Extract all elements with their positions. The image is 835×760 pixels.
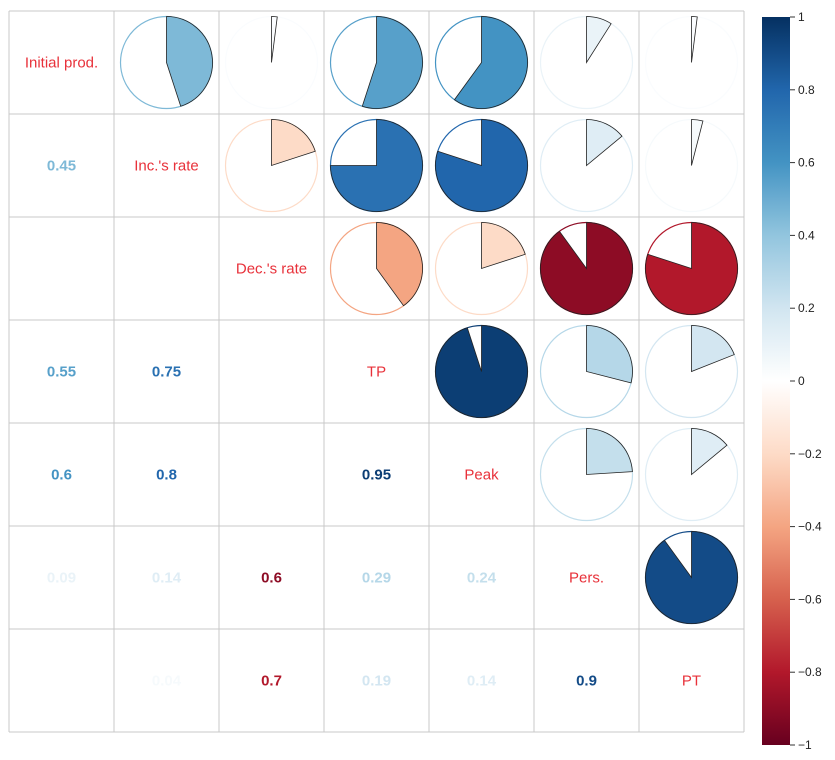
pie-slice (691, 428, 728, 476)
variable-label: Pers. (569, 570, 604, 587)
colorbar-tick-label: 0.2 (798, 301, 815, 315)
variable-label: Inc.'s rate (134, 158, 199, 175)
coefficient-label: 0.95 (362, 467, 391, 484)
coefficient-label: 0.6 (51, 467, 72, 484)
colorbar-tick-label: 0.8 (798, 83, 815, 97)
coefficient-label: 0.19 (362, 673, 391, 690)
coefficient-label: 0.09 (47, 570, 76, 587)
pie-slice (435, 119, 528, 212)
coefficient-label: 0.14 (152, 570, 182, 587)
coefficient-label: 0.6 (261, 570, 282, 587)
coefficient-label: 0.29 (362, 570, 391, 587)
colorbar-tick-label: −0.8 (798, 665, 822, 679)
grid-lines (8, 10, 745, 733)
colorbar-tick-label: −0.4 (798, 520, 822, 534)
coefficient-label: 0.8 (156, 467, 177, 484)
pie-slice (586, 119, 623, 167)
pie-slice (586, 16, 612, 64)
pie-slice (453, 16, 528, 109)
pie-slice (691, 325, 735, 373)
variable-label: Dec.'s rate (236, 261, 307, 278)
pie-slice (481, 222, 526, 270)
colorbar-tick-label: −0.6 (798, 592, 822, 606)
variable-label: Peak (464, 467, 499, 484)
variable-label: Initial prod. (25, 55, 98, 72)
coefficient-label: 0.45 (47, 158, 76, 175)
colorbar-tick-label: 1 (798, 10, 805, 24)
pie-slice (691, 16, 698, 63)
coefficient-label: 0.9 (576, 673, 597, 690)
colorbar-tick-label: 0 (798, 374, 805, 388)
pie-slice (376, 222, 423, 307)
coefficient-label: 0.55 (47, 364, 76, 381)
pie-slice (330, 119, 423, 212)
variable-label: PT (682, 673, 701, 690)
coefficient-label: 0.14 (467, 673, 497, 690)
pie-slice (166, 16, 213, 107)
coefficient-label: 0.24 (467, 570, 497, 587)
pie-slice (271, 119, 316, 167)
pie-slice (645, 222, 738, 315)
pie-slice (540, 222, 633, 315)
colorbar (762, 17, 790, 745)
variable-label: TP (367, 364, 386, 381)
coefficient-label: 0.7 (261, 673, 282, 690)
pie-slice (361, 16, 423, 109)
pie-slice (435, 325, 528, 418)
pie-slice (586, 428, 633, 475)
coefficient-label: 0.75 (152, 364, 181, 381)
coefficient-label: 0.04 (152, 673, 182, 690)
colorbar-tick-label: 0.4 (798, 228, 815, 242)
pie-slice (691, 119, 704, 166)
colorbar-tick-label: 0.6 (798, 156, 815, 170)
pie-slice (645, 531, 738, 624)
pie-slice (586, 325, 633, 384)
colorbar-tick-label: −0.2 (798, 447, 822, 461)
colorbar-tick-label: −1 (798, 738, 812, 752)
pie-slice (271, 16, 278, 63)
